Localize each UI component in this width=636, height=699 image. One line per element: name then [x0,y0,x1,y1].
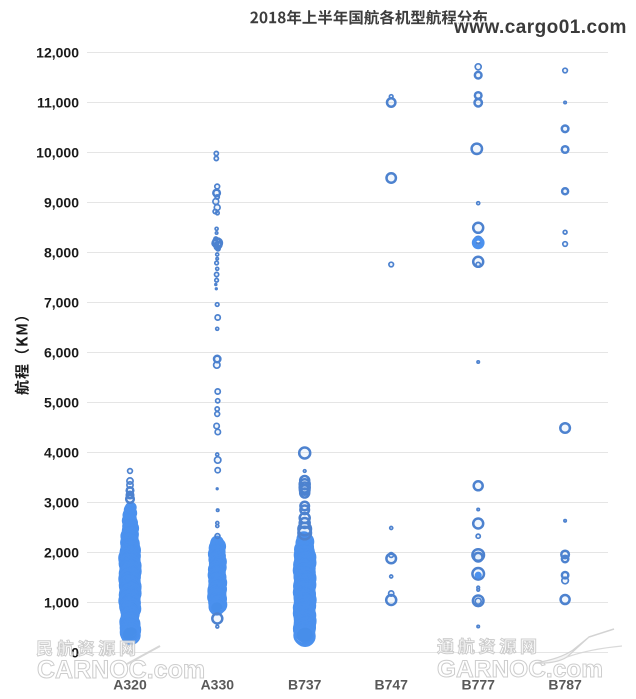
svg-text:1,000: 1,000 [44,595,79,611]
svg-text:12,000: 12,000 [36,45,79,61]
svg-text:www.cargo01.com: www.cargo01.com [453,17,627,38]
svg-text:B787: B787 [548,677,582,693]
svg-text:4,000: 4,000 [44,445,79,461]
svg-text:11,000: 11,000 [37,95,79,111]
svg-text:CARNOC.com: CARNOC.com [37,656,205,684]
svg-text:0: 0 [71,645,79,661]
svg-text:10,000: 10,000 [36,145,79,161]
svg-text:8,000: 8,000 [44,245,79,261]
svg-text:B747: B747 [374,677,408,693]
svg-text:3,000: 3,000 [44,495,79,511]
svg-text:5,000: 5,000 [44,395,79,411]
svg-text:6,000: 6,000 [44,345,79,361]
svg-text:9,000: 9,000 [44,195,79,211]
svg-text:7,000: 7,000 [44,295,79,311]
svg-text:A330: A330 [201,677,235,693]
svg-text:B777: B777 [461,677,495,693]
svg-text:GARNOC.com: GARNOC.com [437,656,603,683]
svg-text:2,000: 2,000 [44,545,79,561]
svg-text:A320: A320 [113,677,147,693]
svg-text:B737: B737 [288,677,322,693]
